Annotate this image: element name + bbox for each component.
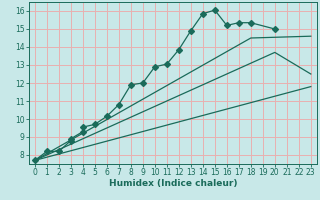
X-axis label: Humidex (Indice chaleur): Humidex (Indice chaleur) — [108, 179, 237, 188]
